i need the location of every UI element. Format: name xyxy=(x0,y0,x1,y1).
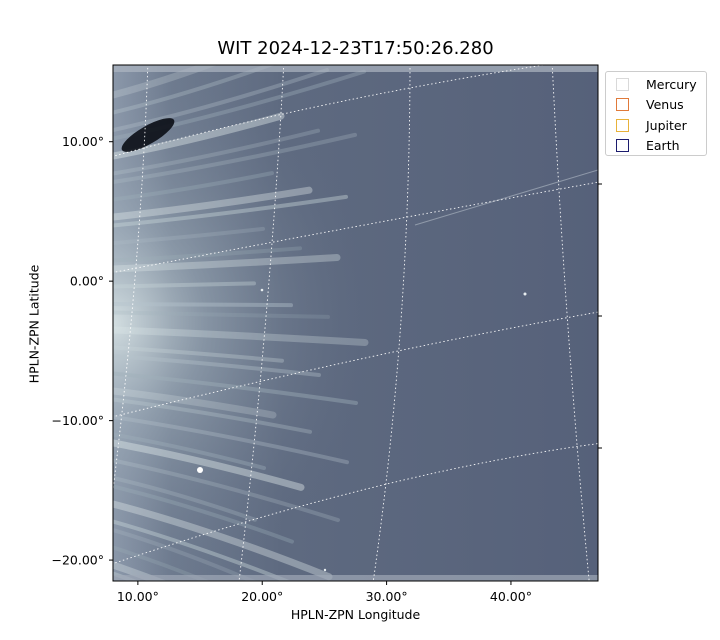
streamer xyxy=(113,432,266,471)
corona-glow xyxy=(113,65,598,581)
y-tick-label: −20.00° xyxy=(51,553,104,568)
star-point xyxy=(260,288,264,292)
streamer xyxy=(113,226,265,245)
streamer xyxy=(113,500,333,581)
y-axis-label: HPLN-ZPN Latitude xyxy=(26,264,42,384)
faint-trail xyxy=(414,169,598,226)
streamer xyxy=(113,458,340,523)
x-axis-label: HPLN-ZPN Longitude xyxy=(290,607,421,622)
latitude-gridline xyxy=(113,181,598,273)
streamer xyxy=(113,186,313,221)
y-tick-label: −10.00° xyxy=(51,413,104,428)
y-tick-label: 0.00° xyxy=(70,274,104,289)
legend-item: Jupiter xyxy=(616,117,687,133)
legend-label: Venus xyxy=(646,97,684,112)
axes-frame xyxy=(112,64,599,582)
streamer xyxy=(113,519,292,581)
streamer xyxy=(113,476,257,522)
legend-swatch xyxy=(616,98,629,111)
streamer xyxy=(113,254,341,273)
streamer xyxy=(113,415,349,465)
longitude-gridline xyxy=(113,65,149,494)
chart-title: WIT 2024-12-23T17:50:26.280 xyxy=(217,38,494,59)
legend: Mercury Venus Jupiter Earth xyxy=(605,71,707,156)
x-tick-label: 30.00° xyxy=(366,589,408,604)
streamer xyxy=(113,528,258,581)
streamer xyxy=(113,397,312,434)
streamer xyxy=(113,65,218,99)
streamer xyxy=(113,281,256,289)
streamer xyxy=(113,132,357,184)
legend-label: Mercury xyxy=(646,76,697,92)
star-point xyxy=(323,568,327,572)
streamer xyxy=(113,246,302,263)
legend-swatch xyxy=(616,139,629,152)
legend-item: Venus xyxy=(616,97,684,113)
legend-swatch xyxy=(616,118,629,132)
legend-swatch xyxy=(616,77,629,91)
streamer-layer xyxy=(113,65,369,581)
x-tick-label: 20.00° xyxy=(241,589,283,604)
legend-label: Earth xyxy=(646,138,680,153)
legend-item: Mercury xyxy=(616,76,697,92)
latitude-gridline xyxy=(113,443,598,565)
streamer xyxy=(113,545,211,581)
streamer xyxy=(113,171,274,202)
streamer xyxy=(113,371,358,405)
streamer xyxy=(113,387,277,419)
top-edge-band xyxy=(113,65,598,72)
coordinate-grid xyxy=(113,65,598,581)
dark-feature xyxy=(121,118,175,152)
streamer xyxy=(113,354,321,378)
legend-label: Jupiter xyxy=(646,117,687,133)
longitude-gridline xyxy=(238,65,285,581)
bottom-edge-band xyxy=(113,575,598,581)
legend-item: Earth xyxy=(616,138,680,154)
axis-ticks: 10.00° 20.00° 30.00° 40.00° 10.00° 0.00° −10.0… xyxy=(51,134,602,604)
bright-object xyxy=(197,467,203,473)
streamer xyxy=(113,345,284,363)
y-tick-label: 10.00° xyxy=(62,134,104,149)
latitude-gridline xyxy=(113,311,598,418)
streamer xyxy=(113,128,320,176)
x-tick-label: 40.00° xyxy=(490,589,532,604)
image-area xyxy=(113,65,598,581)
streamer xyxy=(113,484,294,544)
streamer xyxy=(113,439,305,491)
streamer xyxy=(113,326,369,346)
latitude-gridline xyxy=(113,65,547,157)
streamer xyxy=(113,302,293,308)
streamer xyxy=(113,310,330,319)
streamer xyxy=(113,194,348,228)
streamer xyxy=(113,112,285,160)
star-point xyxy=(523,292,527,296)
x-tick-label: 10.00° xyxy=(117,589,159,604)
streamer xyxy=(113,67,329,132)
